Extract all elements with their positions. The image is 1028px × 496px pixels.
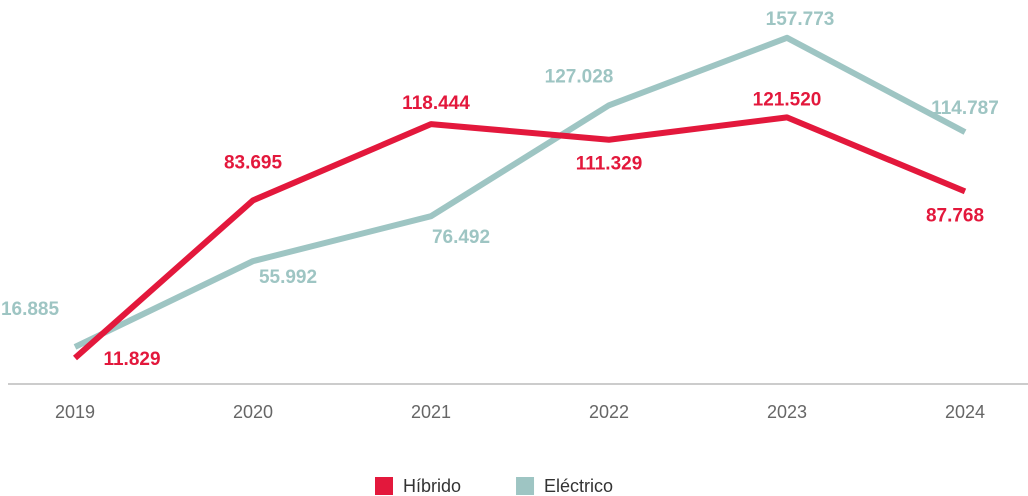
value-label: 55.992 — [259, 267, 317, 288]
x-tick-label: 2022 — [589, 402, 629, 422]
legend-swatch — [375, 477, 393, 495]
value-label: 127.028 — [545, 66, 614, 87]
legend-label: Eléctrico — [544, 476, 613, 496]
x-tick-label: 2020 — [233, 402, 273, 422]
value-label: 114.787 — [931, 98, 999, 119]
legend-label: Híbrido — [403, 476, 461, 496]
x-tick-label: 2019 — [55, 402, 95, 422]
value-label: 83.695 — [224, 152, 283, 173]
x-tick-label: 2021 — [411, 402, 451, 422]
value-label: 11.829 — [103, 349, 160, 370]
x-tick-label: 2024 — [945, 402, 985, 422]
series-line — [73, 114, 967, 361]
value-label: 118.444 — [402, 93, 470, 114]
x-tick-label: 2023 — [767, 402, 807, 422]
value-label: 157.773 — [766, 9, 835, 30]
value-label: 111.329 — [576, 154, 643, 175]
value-label: 87.768 — [926, 205, 984, 226]
series-line — [73, 34, 967, 350]
legend-swatch — [516, 477, 535, 495]
value-label: 121.520 — [753, 89, 822, 110]
value-label: 16.885 — [1, 299, 60, 320]
value-label: 76.492 — [432, 227, 490, 248]
